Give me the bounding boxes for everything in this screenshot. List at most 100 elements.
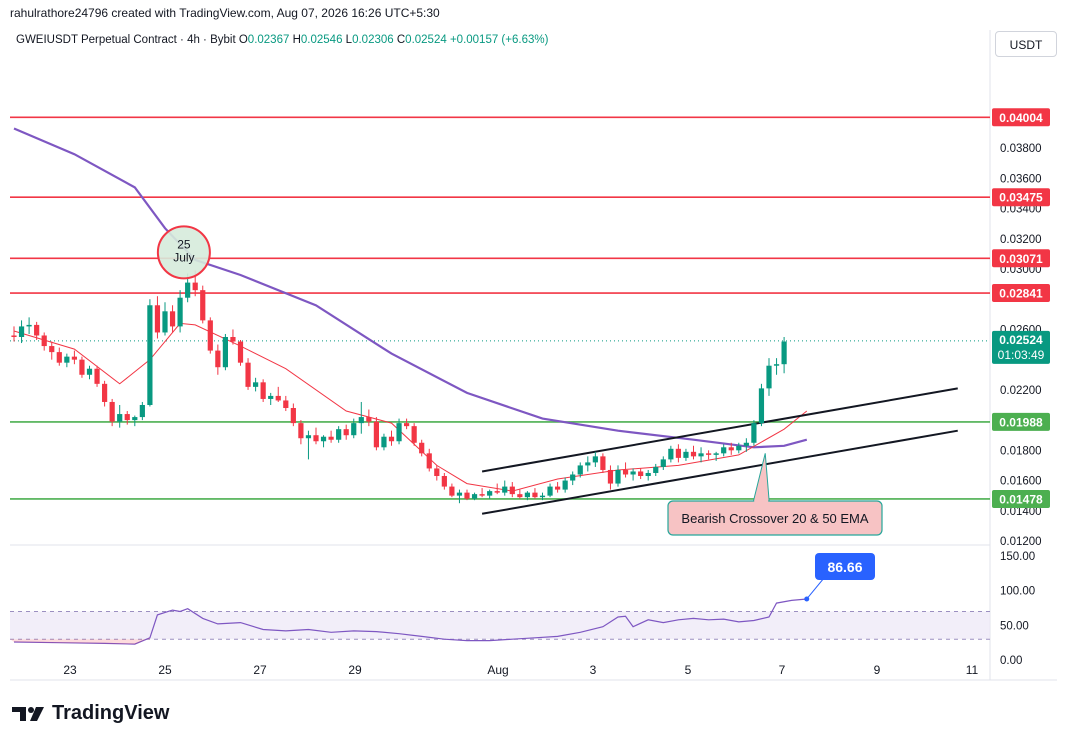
candle-body <box>766 365 772 389</box>
level-price-tag <box>992 284 1050 303</box>
candle-body <box>305 435 312 439</box>
candle <box>320 435 327 448</box>
candle-body <box>404 423 410 427</box>
candle <box>139 401 145 421</box>
low-value: 0.02306 <box>352 34 394 46</box>
level-price-tag <box>992 188 1050 207</box>
candle-body <box>660 459 666 467</box>
time-tick-label: 3 <box>590 663 597 677</box>
candle <box>630 468 636 481</box>
candle <box>479 488 485 498</box>
countdown-text: 01:03:49 <box>998 348 1045 362</box>
candle-body <box>139 404 145 418</box>
candle-body <box>479 494 485 496</box>
level-price-tag-text: 0.02841 <box>999 287 1043 301</box>
level-price-tag-text: 0.04004 <box>999 111 1043 125</box>
candle-body <box>713 453 719 455</box>
candle-body <box>721 447 727 454</box>
candle-body <box>79 359 85 375</box>
price-tick-label: 0.01800 <box>1000 445 1042 457</box>
candle-body <box>154 305 161 333</box>
candle <box>117 404 123 428</box>
last-price-tag-text: 0.02524 <box>999 333 1043 347</box>
candle <box>426 448 432 472</box>
candle-body <box>283 400 289 409</box>
candle-body <box>630 471 636 475</box>
candle-body <box>411 426 417 443</box>
candle <box>56 347 62 366</box>
chart-frame <box>10 30 1057 681</box>
candle <box>562 477 568 493</box>
close-value: 0.02524 <box>405 34 447 46</box>
candle <box>207 317 213 354</box>
candle <box>162 302 168 336</box>
candle-body <box>162 311 168 333</box>
candle <box>396 418 402 445</box>
candle <box>305 430 312 460</box>
candle-body <box>230 336 236 342</box>
candle <box>570 471 576 486</box>
candle <box>404 418 410 430</box>
candle <box>381 433 387 451</box>
crossover-callout-text: Bearish Crossover 20 & 50 EMA <box>681 511 868 526</box>
candle <box>706 450 712 460</box>
channel-upper-line <box>481 387 958 473</box>
candle <box>555 482 561 493</box>
candle-body <box>683 451 689 458</box>
candle <box>18 320 25 344</box>
candle <box>71 350 77 365</box>
candle-body <box>668 448 674 460</box>
candle <box>411 423 417 446</box>
candle-body <box>502 486 508 493</box>
candle <box>494 483 500 495</box>
candle <box>336 426 342 443</box>
time-tick-label: 11 <box>966 663 979 677</box>
candle-body <box>192 282 198 291</box>
close-key: C <box>396 34 406 46</box>
candle-body <box>177 297 183 327</box>
candle-body <box>592 456 598 463</box>
channel-lower-line <box>481 429 958 515</box>
rsi-tick-label: 50.00 <box>1000 620 1029 632</box>
rsi-tick-label: 0.00 <box>1000 655 1022 667</box>
candle <box>132 415 138 427</box>
candle <box>200 285 206 324</box>
price-tick-label: 0.02200 <box>1000 385 1042 397</box>
candle <box>585 456 591 472</box>
candle <box>41 332 47 351</box>
rsi-badge-pointer <box>806 577 825 600</box>
candle <box>607 465 614 490</box>
trend-channel <box>481 387 958 515</box>
candle <box>781 336 787 374</box>
candle-body <box>773 364 780 366</box>
candle <box>471 492 478 501</box>
candle-body <box>351 423 357 436</box>
price-axis: 0.038000.036000.034000.032000.030000.026… <box>992 108 1050 548</box>
candle-body <box>388 436 395 442</box>
candle-body <box>638 471 644 477</box>
candle <box>268 392 274 405</box>
candle <box>290 403 296 427</box>
candle <box>698 447 704 463</box>
date-callout-day: 25 <box>177 237 191 251</box>
candle <box>592 451 598 467</box>
callout-pointer <box>752 453 770 503</box>
candle <box>668 445 674 463</box>
low-key: L <box>345 34 353 46</box>
candle-body <box>94 368 100 384</box>
candle-body <box>328 436 334 440</box>
candle-body <box>290 408 296 424</box>
open-key: O <box>238 34 248 46</box>
candle <box>638 468 644 480</box>
ema-lines <box>13 127 808 492</box>
candle-body <box>585 462 591 466</box>
candle-body <box>419 442 425 454</box>
candle-body <box>102 383 108 402</box>
candle <box>49 341 55 360</box>
candle <box>449 483 455 498</box>
candle-body <box>117 414 123 422</box>
currency-button[interactable]: USDT <box>995 31 1057 57</box>
candle <box>600 453 606 473</box>
candle <box>237 340 244 366</box>
